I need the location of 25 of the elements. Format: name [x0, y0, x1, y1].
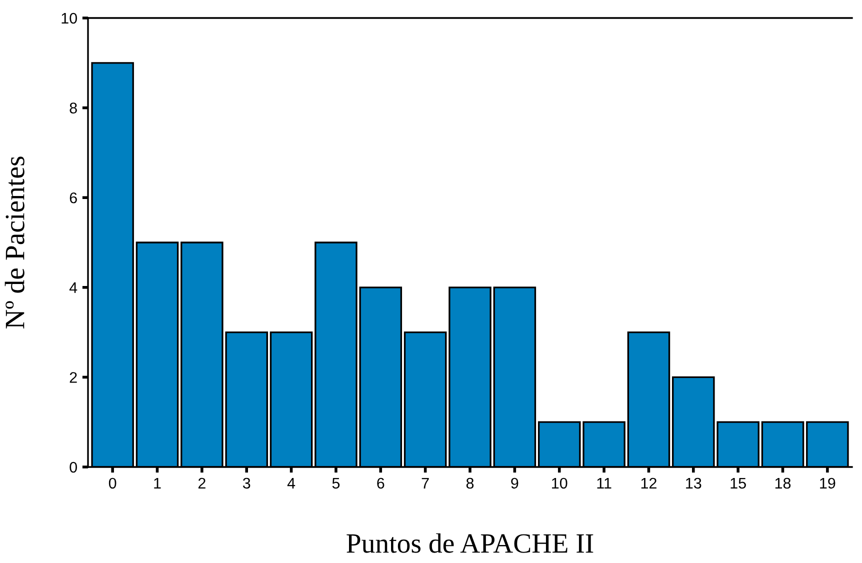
x-tick-label: 0 — [108, 478, 116, 489]
x-tick-label: 10 — [552, 478, 568, 489]
y-tick-label: 6 — [70, 192, 77, 204]
x-tick-label: 8 — [466, 478, 474, 489]
x-tick-label: 6 — [377, 478, 384, 489]
x-tick-label: 7 — [422, 478, 429, 488]
x-tick-label: 2 — [198, 478, 206, 488]
x-tick-label: 18 — [775, 478, 791, 489]
y-tick-label: 0 — [70, 462, 77, 473]
x-tick-label: 12 — [641, 478, 656, 488]
x-axis-title: Puntos de APACHE II — [346, 533, 594, 553]
y-tick-label: 4 — [69, 282, 78, 293]
x-tick-label: 3 — [242, 478, 250, 489]
x-tick-label: 1 — [154, 478, 161, 488]
y-tick-label: 2 — [70, 372, 77, 383]
x-tick-label: 13 — [686, 478, 702, 489]
x-tick-label: 9 — [511, 478, 518, 489]
y-axis-title: Nº de Pacientes — [4, 156, 24, 329]
x-tick-label: 4 — [287, 478, 296, 488]
x-tick-label: 5 — [332, 478, 340, 489]
y-tick-label: 10 — [62, 12, 77, 24]
x-tick-label: 19 — [820, 478, 836, 489]
x-tick-label: 15 — [730, 478, 746, 489]
x-tick-label: 11 — [597, 478, 612, 488]
y-tick-label: 8 — [70, 102, 77, 114]
